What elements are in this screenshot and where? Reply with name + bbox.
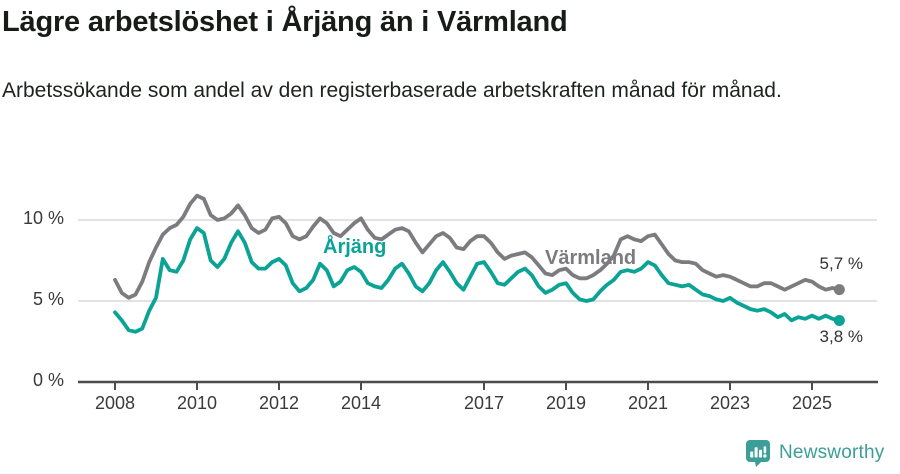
y-axis-label-0: 0 % xyxy=(32,370,64,390)
logo-exclamation-stem xyxy=(763,446,767,454)
y-axis-label-10: 10 % xyxy=(22,208,64,228)
x-axis-label-2021: 2021 xyxy=(627,393,669,413)
arjang-line xyxy=(113,226,842,334)
arjang-end-value-label: 3,8 % xyxy=(819,327,863,346)
x-axis-label-2023: 2023 xyxy=(709,393,751,413)
logo-bar-medium xyxy=(759,449,762,458)
logo-bar-tall xyxy=(754,447,758,458)
arjang-series-label: Årjäng xyxy=(323,236,387,258)
x-axis-label-2017: 2017 xyxy=(463,393,505,413)
x-axis-label-2010: 2010 xyxy=(176,393,218,413)
logo-bar-short xyxy=(750,451,754,458)
x-axis-label-2019: 2019 xyxy=(545,393,587,413)
varmland-line xyxy=(113,193,842,300)
newsworthy-logo-icon xyxy=(746,440,770,467)
logo-bubble-shape xyxy=(746,440,770,467)
x-axis-label-2014: 2014 xyxy=(340,393,382,413)
varmland-end-value-label: 5,7 % xyxy=(819,254,863,273)
brand-name: Newsworthy xyxy=(779,442,885,463)
y-axis-label-5: 5 % xyxy=(32,289,64,309)
x-axis-label-2025: 2025 xyxy=(791,393,833,413)
chart-subtitle: Arbetssökande som andel av den registerb… xyxy=(2,79,782,102)
x-axis-label-2008: 2008 xyxy=(94,393,136,413)
logo-exclamation-dot xyxy=(763,454,767,458)
newsworthy-brand: Newsworthy xyxy=(744,439,884,467)
page-title: Lägre arbetslöshet i Årjäng än i Värmlan… xyxy=(2,6,568,38)
varmland-end-dot xyxy=(833,284,845,296)
varmland-series-label: Värmland xyxy=(545,247,637,269)
arjang-end-dot xyxy=(833,314,845,326)
x-axis-label-2012: 2012 xyxy=(258,393,300,413)
